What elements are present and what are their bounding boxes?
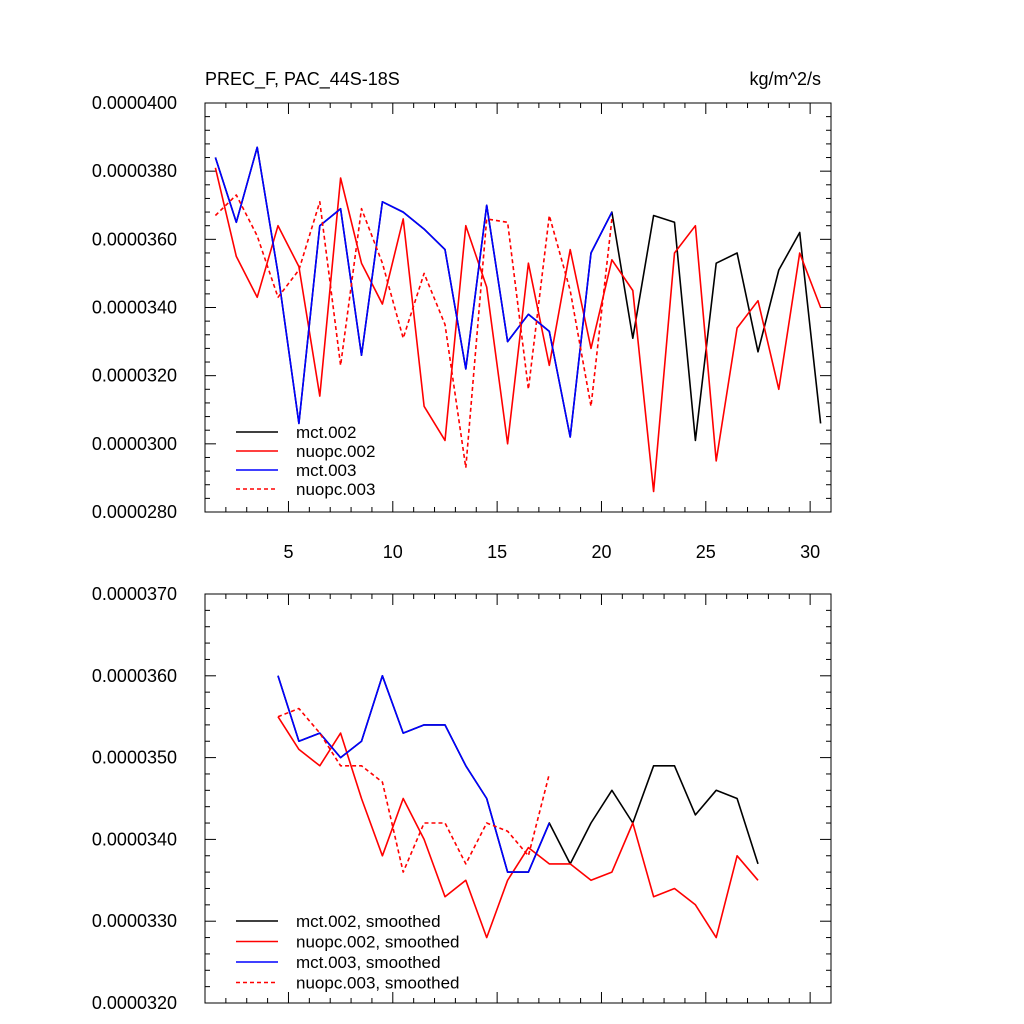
y-tick-label: 0.0000280 xyxy=(92,502,177,522)
y-tick-label: 0.0000360 xyxy=(92,666,177,686)
series-line-mct-002 xyxy=(214,146,822,442)
y-tick-label: 0.0000380 xyxy=(92,161,177,181)
legend-label: mct.002, smoothed xyxy=(296,912,441,931)
chart-panel-2: 0.0000320 0.0000330 0.0000340 0.0000350 0.00… xyxy=(92,584,832,1013)
legend-label: mct.003, smoothed xyxy=(296,953,441,972)
series-line-nuopc-003-smoothed xyxy=(277,707,551,873)
series-line-mct-003-smoothed xyxy=(277,674,551,873)
series-line-nuopc-002-smoothed xyxy=(277,716,759,939)
y-tick-label: 0.0000330 xyxy=(92,911,177,931)
y-tick-label: 0.0000400 xyxy=(92,93,177,113)
y-tick-label: 0.0000300 xyxy=(92,434,177,454)
series-line-nuopc-002 xyxy=(214,167,822,493)
y-tick-label: 0.0000340 xyxy=(92,829,177,849)
legend-label: mct.002 xyxy=(296,423,356,442)
chart-title: PREC_F, PAC_44S-18S xyxy=(205,69,400,90)
legend-label: nuopc.003, smoothed xyxy=(296,974,460,993)
x-tick-label: 20 xyxy=(591,542,611,562)
x-tick-label: 10 xyxy=(383,542,403,562)
series-line-nuopc-003 xyxy=(214,194,613,469)
y-tick-label: 0.0000360 xyxy=(92,229,177,249)
legend-label: nuopc.002, smoothed xyxy=(296,933,460,952)
x-tick-label: 30 xyxy=(800,542,820,562)
x-tick-label: 25 xyxy=(696,542,716,562)
legend-label: mct.003 xyxy=(296,461,356,480)
y-tick-label: 0.0000340 xyxy=(92,298,177,318)
y-tick-label: 0.0000320 xyxy=(92,366,177,386)
x-tick-label: 15 xyxy=(487,542,507,562)
chart-panel-1: 5 10 15 20 25 30 0.0000280 0.0000300 0.0000320 0.… xyxy=(92,69,832,562)
y-tick-label: 0.0000350 xyxy=(92,748,177,768)
y-tick-label: 0.0000370 xyxy=(92,584,177,604)
x-tick-label: 5 xyxy=(283,542,293,562)
y-tick-label: 0.0000320 xyxy=(92,993,177,1013)
series-line-mct-003 xyxy=(214,146,613,438)
legend-label: nuopc.002 xyxy=(296,442,375,461)
chart-units: kg/m^2/s xyxy=(750,69,821,89)
legend-label: nuopc.003 xyxy=(296,480,375,499)
